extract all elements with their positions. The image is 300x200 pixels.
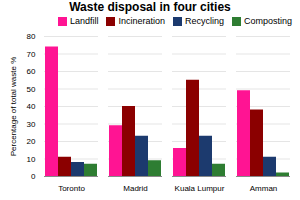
html-text:Composting: Composting (244, 16, 292, 26)
svg-text:40: 40 (27, 102, 36, 111)
svg-text:10: 10 (27, 155, 36, 164)
svg-text:0: 0 (31, 172, 36, 181)
html-text:Incineration: Incineration (118, 16, 165, 26)
svg-text:20: 20 (27, 137, 36, 146)
svg-text:Kuala Lumpur: Kuala Lumpur (175, 184, 225, 193)
svg-text:30: 30 (27, 120, 36, 129)
svg-text:80: 80 (27, 32, 36, 41)
html-text:Waste disposal in four cities: Waste disposal in four cities (69, 0, 231, 14)
svg-text:60: 60 (27, 67, 36, 76)
svg-text:Toronto: Toronto (58, 184, 85, 193)
svg-text:70: 70 (27, 50, 36, 59)
html-text:Landfill: Landfill (69, 16, 99, 26)
svg-text:Madrid: Madrid (123, 184, 147, 193)
svg-text:Percentage of total waste %: Percentage of total waste % (9, 57, 18, 157)
svg-text:50: 50 (27, 85, 36, 94)
html-text:Recycling: Recycling (185, 16, 224, 26)
svg-text:Amman: Amman (250, 184, 278, 193)
